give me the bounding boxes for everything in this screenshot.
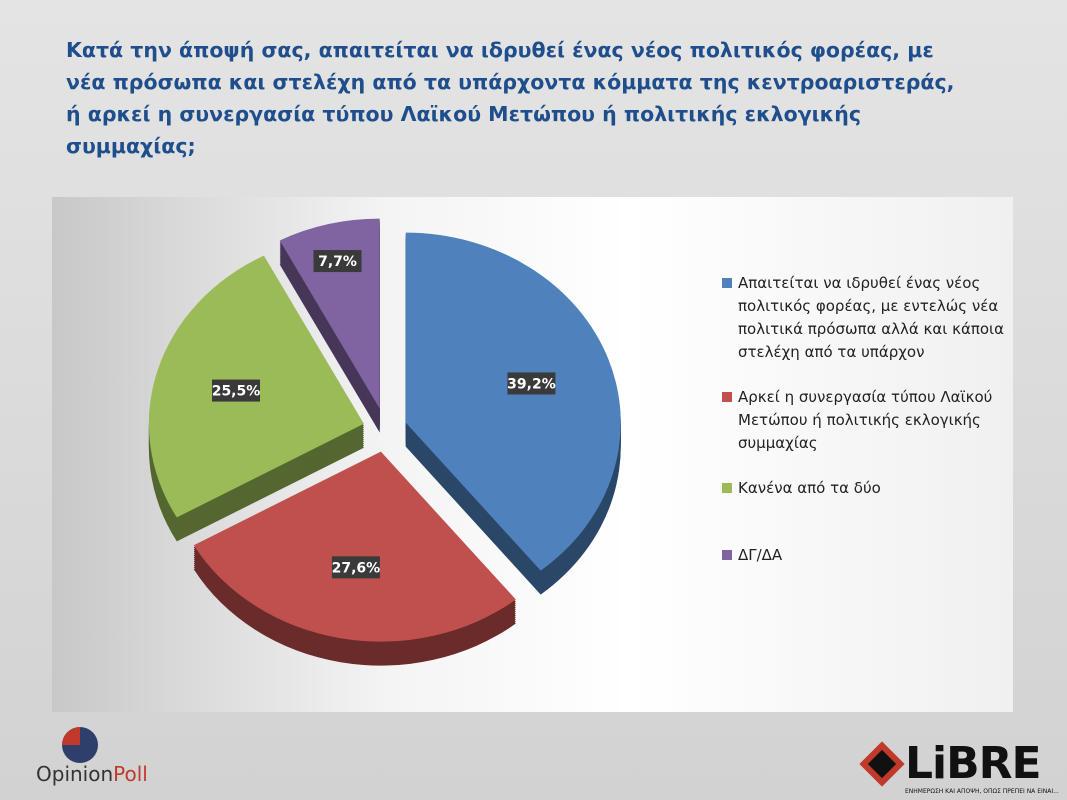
logo-text: Poll bbox=[113, 762, 148, 786]
legend-swatch bbox=[722, 483, 732, 493]
data-label: 27,6% bbox=[332, 560, 381, 576]
label-box bbox=[313, 250, 362, 273]
legend-label: Αρκεί η συνεργασία τύπου Λαϊκού Μετώπου … bbox=[738, 388, 993, 452]
logo-text: Opinion bbox=[36, 762, 114, 786]
chart-title: Κατά την άποψή σας, απαιτείται να ιδρυθε… bbox=[66, 38, 955, 158]
slice bbox=[193, 451, 516, 642]
legend: Απαιτείται να ιδρυθεί ένας νέος πολιτικό… bbox=[722, 272, 1012, 589]
legend-item: Αρκεί η συνεργασία τύπου Λαϊκού Μετώπου … bbox=[722, 386, 1012, 455]
libre-tagline: ΕΝΗΜΕΡΩΣΗ ΚΑΙ ΑΠΟΨΗ, ΟΠΩΣ ΠΡΕΠΕΙ ΝΑ ΕΙΝΑ… bbox=[905, 788, 1059, 795]
libre-logo: LiBRE bbox=[905, 738, 1042, 789]
legend-item: ΔΓ/ΔΑ bbox=[722, 544, 1012, 567]
logo-mark bbox=[62, 727, 80, 745]
data-label: 39,2% bbox=[507, 376, 556, 392]
legend-label: Απαιτείται να ιδρυθεί ένας νέος πολιτικό… bbox=[738, 274, 1005, 361]
data-label: 7,7% bbox=[318, 254, 357, 270]
opinionpoll-logo: OpinionPoll bbox=[36, 762, 148, 786]
legend-swatch bbox=[722, 278, 732, 288]
legend-swatch bbox=[722, 392, 732, 402]
legend-label: Κανένα από τα δύο bbox=[738, 479, 881, 497]
libre-icon bbox=[859, 741, 905, 787]
legend-item: Απαιτείται να ιδρυθεί ένας νέος πολιτικό… bbox=[722, 272, 1012, 364]
label-box bbox=[331, 556, 380, 579]
label-box bbox=[212, 379, 261, 402]
legend-label: ΔΓ/ΔΑ bbox=[738, 546, 783, 564]
legend-item: Κανένα από τα δύο bbox=[722, 477, 1012, 500]
label-box bbox=[507, 372, 556, 395]
data-label: 25,5% bbox=[212, 384, 261, 400]
legend-swatch bbox=[722, 550, 732, 560]
slice bbox=[405, 232, 621, 571]
